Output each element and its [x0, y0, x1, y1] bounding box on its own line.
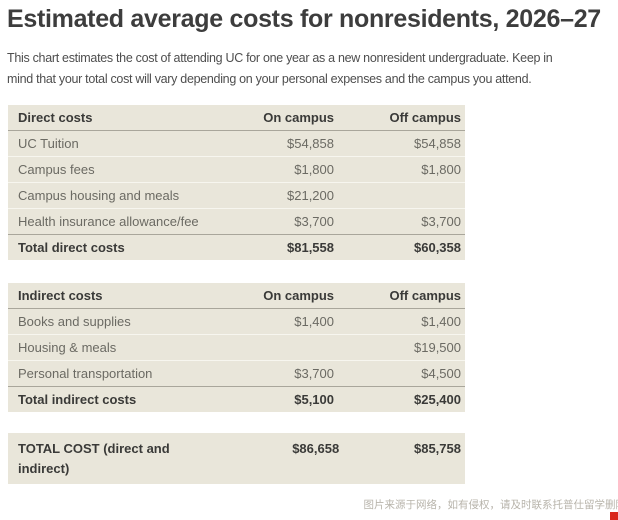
- table-row: Housing & meals $19,500: [8, 334, 465, 360]
- row-label: Health insurance allowance/fee: [18, 214, 214, 230]
- on-campus-column-header: On campus: [214, 110, 334, 126]
- table-row: Personal transportation $3,700 $4,500: [8, 360, 465, 386]
- off-campus-value: $25,400: [334, 392, 461, 408]
- indirect-costs-header-label: Indirect costs: [18, 288, 214, 304]
- indirect-costs-table: Indirect costs On campus Off campus Book…: [8, 283, 465, 412]
- direct-costs-table: Direct costs On campus Off campus UC Tui…: [8, 105, 465, 260]
- on-campus-value: $81,558: [214, 240, 334, 256]
- row-label: TOTAL COST (direct and indirect): [18, 439, 224, 479]
- off-campus-value: $1,400: [334, 314, 461, 330]
- corner-red-mark: [610, 512, 618, 520]
- off-campus-value: $1,800: [334, 162, 461, 178]
- on-campus-value: $3,700: [214, 214, 334, 230]
- total-cost-table: TOTAL COST (direct and indirect) $86,658…: [8, 433, 465, 484]
- off-campus-value: $19,500: [334, 340, 461, 356]
- on-campus-value: $1,400: [214, 314, 334, 330]
- row-label: Campus fees: [18, 162, 214, 178]
- watermark-text: 图片来源于网络，如有侵权，请及时联系托普仕留学删除: [364, 497, 618, 512]
- on-campus-value: $5,100: [214, 392, 334, 408]
- table-row: Books and supplies $1,400 $1,400: [8, 308, 465, 334]
- row-label: Housing & meals: [18, 340, 214, 356]
- indirect-costs-header-row: Indirect costs On campus Off campus: [8, 283, 465, 308]
- off-campus-value: $85,758: [339, 439, 461, 459]
- table-row: Health insurance allowance/fee $3,700 $3…: [8, 208, 465, 234]
- intro-line-2: mind that your total cost will vary depe…: [7, 69, 618, 90]
- row-label: Campus housing and meals: [18, 188, 214, 204]
- row-label: Total direct costs: [18, 240, 214, 256]
- off-campus-column-header: Off campus: [334, 110, 461, 126]
- total-direct-costs-row: Total direct costs $81,558 $60,358: [8, 234, 465, 260]
- intro-line-1: This chart estimates the cost of attendi…: [7, 48, 618, 69]
- row-label: Total indirect costs: [18, 392, 214, 408]
- on-campus-value: $86,658: [224, 439, 339, 459]
- on-campus-value: $3,700: [214, 366, 334, 382]
- on-campus-value: $21,200: [214, 188, 334, 204]
- total-indirect-costs-row: Total indirect costs $5,100 $25,400: [8, 386, 465, 412]
- direct-costs-header-row: Direct costs On campus Off campus: [8, 105, 465, 130]
- total-cost-row: TOTAL COST (direct and indirect) $86,658…: [8, 433, 465, 484]
- table-row: Campus fees $1,800 $1,800: [8, 156, 465, 182]
- on-campus-column-header: On campus: [214, 288, 334, 304]
- off-campus-value: $54,858: [334, 136, 461, 152]
- direct-costs-header-label: Direct costs: [18, 110, 214, 126]
- off-campus-value: $60,358: [334, 240, 461, 256]
- row-label: Books and supplies: [18, 314, 214, 330]
- row-label: Personal transportation: [18, 366, 214, 382]
- on-campus-value: $54,858: [214, 136, 334, 152]
- intro-paragraph: This chart estimates the cost of attendi…: [7, 48, 618, 90]
- page-title: Estimated average costs for nonresidents…: [7, 4, 607, 35]
- table-row: Campus housing and meals $21,200: [8, 182, 465, 208]
- off-campus-column-header: Off campus: [334, 288, 461, 304]
- row-label: UC Tuition: [18, 136, 214, 152]
- table-row: UC Tuition $54,858 $54,858: [8, 130, 465, 156]
- off-campus-value: $3,700: [334, 214, 461, 230]
- off-campus-value: $4,500: [334, 366, 461, 382]
- on-campus-value: $1,800: [214, 162, 334, 178]
